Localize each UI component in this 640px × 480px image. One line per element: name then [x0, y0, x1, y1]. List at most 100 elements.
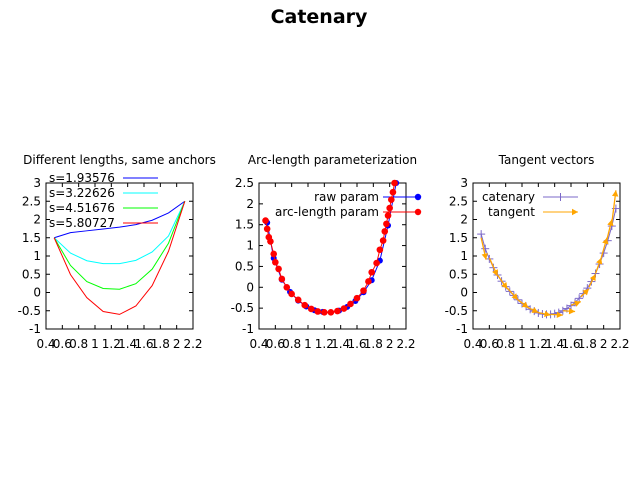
- y-tick-label: 2: [460, 213, 468, 227]
- chart-title: Arc-length parameterization: [248, 153, 417, 167]
- y-tick-label: 2.5: [449, 194, 468, 208]
- y-tick-label: 3: [33, 176, 41, 190]
- legend-marker: [414, 193, 422, 201]
- tangent-arrowhead: [568, 307, 576, 315]
- legend-label: s=1.93576: [49, 171, 115, 185]
- tangent-arrowhead: [589, 274, 596, 282]
- data-point: [360, 287, 367, 294]
- data-point: [386, 204, 393, 212]
- y-tick-label: 0.5: [449, 267, 468, 281]
- series-line: [480, 208, 617, 315]
- data-point: [379, 237, 387, 244]
- x-tick-label: 0.8: [496, 337, 515, 351]
- series-2: s=3.22626: [49, 186, 186, 265]
- data-point: [381, 228, 389, 235]
- data-point: [294, 296, 302, 304]
- tangent-arrowhead: [531, 307, 539, 313]
- data-point: [388, 196, 395, 203]
- y-tick-label: 0: [246, 280, 254, 294]
- data-point: [389, 188, 397, 196]
- x-tick-label: 1.4: [331, 337, 350, 351]
- x-tick-label: 1: [518, 337, 526, 351]
- data-point: [321, 309, 328, 316]
- data-point: [272, 258, 279, 266]
- data-point: [373, 259, 380, 267]
- x-tick-label: 1.4: [118, 337, 137, 351]
- y-tick-label: 2: [33, 213, 41, 227]
- data-point: [301, 301, 309, 309]
- x-tick-label: 1.8: [364, 337, 383, 351]
- series-4: s=5.80727: [49, 201, 186, 315]
- data-point: [307, 305, 315, 313]
- legend-label: s=5.80727: [49, 216, 115, 230]
- data-point: [353, 294, 361, 302]
- plot-frame: [258, 182, 407, 330]
- tangent-arrowhead: [481, 253, 488, 260]
- data-point: [288, 290, 295, 298]
- data-point: [383, 220, 390, 228]
- legend-label: catenary: [482, 190, 535, 204]
- x-tick-label: 1.4: [545, 337, 564, 351]
- x-tick-label: 1.6: [347, 337, 366, 351]
- data-point: [267, 238, 274, 245]
- data-point: [368, 268, 376, 276]
- x-tick-label: 0.8: [69, 337, 88, 351]
- data-point: [334, 307, 341, 315]
- y-tick-label: 1.5: [22, 231, 41, 245]
- tangent-arrowhead: [596, 257, 603, 265]
- data-point: [365, 278, 372, 285]
- legend-label: arc-length param: [275, 205, 379, 219]
- x-tick-label: 1.6: [561, 337, 580, 351]
- y-tick-label: -1: [456, 322, 468, 336]
- y-tick-label: -1: [29, 322, 41, 336]
- series-line: [53, 201, 186, 290]
- figure-title: Catenary: [271, 6, 368, 28]
- x-tick-label: 1.6: [134, 337, 153, 351]
- data-point: [384, 212, 392, 219]
- y-tick-label: 2.5: [22, 194, 41, 208]
- y-tick-label: 0.5: [235, 259, 254, 273]
- data-point: [275, 265, 282, 273]
- x-tick-label: 1: [91, 337, 99, 351]
- x-tick-label: 2: [600, 337, 608, 351]
- series-line: [54, 200, 186, 239]
- series-2: tangent: [480, 190, 619, 318]
- y-tick-label: 0: [460, 286, 468, 300]
- x-tick-label: 1.8: [151, 337, 170, 351]
- chart-title: Tangent vectors: [498, 153, 595, 167]
- tangent-arrowhead: [501, 282, 508, 289]
- x-tick-label: 2.2: [396, 337, 415, 351]
- x-tick-label: 1.8: [578, 337, 597, 351]
- series-2: arc-length param: [262, 179, 422, 316]
- x-tick-label: 1.2: [102, 337, 121, 351]
- legend-marker: [414, 208, 422, 216]
- y-tick-label: 3: [460, 176, 468, 190]
- tangent-arrowhead: [574, 300, 581, 307]
- y-tick-label: 2: [246, 197, 254, 211]
- x-tick-label: 0.4: [36, 337, 55, 351]
- x-tick-label: 1: [304, 337, 312, 351]
- x-tick-label: 2.2: [610, 337, 629, 351]
- series-line: [53, 201, 186, 315]
- x-tick-label: 2.2: [183, 337, 202, 351]
- tangent-arrowhead: [556, 311, 563, 318]
- data-point: [278, 275, 286, 283]
- data-point: [340, 305, 348, 312]
- tangent-arrowhead: [582, 288, 589, 296]
- series-1: raw param: [264, 180, 422, 316]
- tangent-arrowhead: [521, 301, 529, 308]
- y-tick-label: 2.5: [235, 176, 254, 190]
- x-tick-label: 2: [173, 337, 181, 351]
- data-point: [263, 225, 271, 233]
- x-tick-label: 1.2: [315, 337, 334, 351]
- legend-arrowhead: [572, 208, 578, 216]
- legend-label: tangent: [488, 205, 535, 219]
- data-point: [391, 179, 398, 187]
- data-point: [347, 300, 354, 308]
- y-tick-label: 1: [246, 239, 254, 253]
- tangent-arrowhead: [612, 190, 619, 197]
- y-tick-label: 1.5: [235, 218, 254, 232]
- data-point: [283, 283, 291, 291]
- series-1: s=1.93576: [49, 171, 186, 239]
